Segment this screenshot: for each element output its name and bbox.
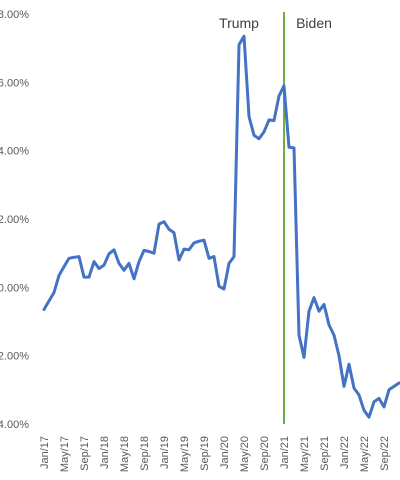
x-tick-label: Sep/17 <box>79 436 91 471</box>
annotations: Trump Biden <box>219 15 332 31</box>
x-tick-label: May/21 <box>299 436 311 472</box>
x-tick-label: Jan/21 <box>279 436 291 469</box>
x-tick-label: May/18 <box>119 436 131 472</box>
y-tick-label: 4.00% <box>0 146 29 158</box>
x-tick-label: Sep/18 <box>139 436 151 471</box>
x-tick-label: Jan/17 <box>39 436 51 469</box>
y-tick-label: 8.00% <box>0 9 29 21</box>
x-tick-label: Jan/18 <box>99 436 111 469</box>
x-tick-label: May/19 <box>179 436 191 472</box>
y-tick-label: 6.00% <box>0 77 29 89</box>
y-axis-tick-labels: 8.00% 6.00% 4.00% 2.00% 0.00% -2.00% -4.00% <box>0 9 29 431</box>
x-axis-tick-labels: Jan/17 May/17 Sep/17 Jan/18 May/18 Sep/18 Jan/… <box>39 436 391 472</box>
y-tick-label: 0.00% <box>0 282 29 294</box>
y-tick-label: -4.00% <box>0 419 29 431</box>
y-tick-label: -2.00% <box>0 351 29 363</box>
x-tick-label: Jan/20 <box>219 436 231 469</box>
x-tick-label: May/22 <box>359 436 371 472</box>
x-tick-label: Jan/22 <box>339 436 351 469</box>
x-tick-label: Sep/19 <box>199 436 211 471</box>
x-tick-label: Sep/21 <box>319 436 331 471</box>
annotation-biden: Biden <box>296 15 332 31</box>
x-tick-label: Sep/22 <box>379 436 391 471</box>
x-tick-label: May/17 <box>59 436 71 472</box>
x-tick-label: Jan/19 <box>159 436 171 469</box>
x-tick-label: Sep/20 <box>259 436 271 471</box>
series-line <box>42 34 400 419</box>
x-tick-label: May/20 <box>239 436 251 472</box>
annotation-trump: Trump <box>219 15 259 31</box>
y-tick-label: 2.00% <box>0 214 29 226</box>
